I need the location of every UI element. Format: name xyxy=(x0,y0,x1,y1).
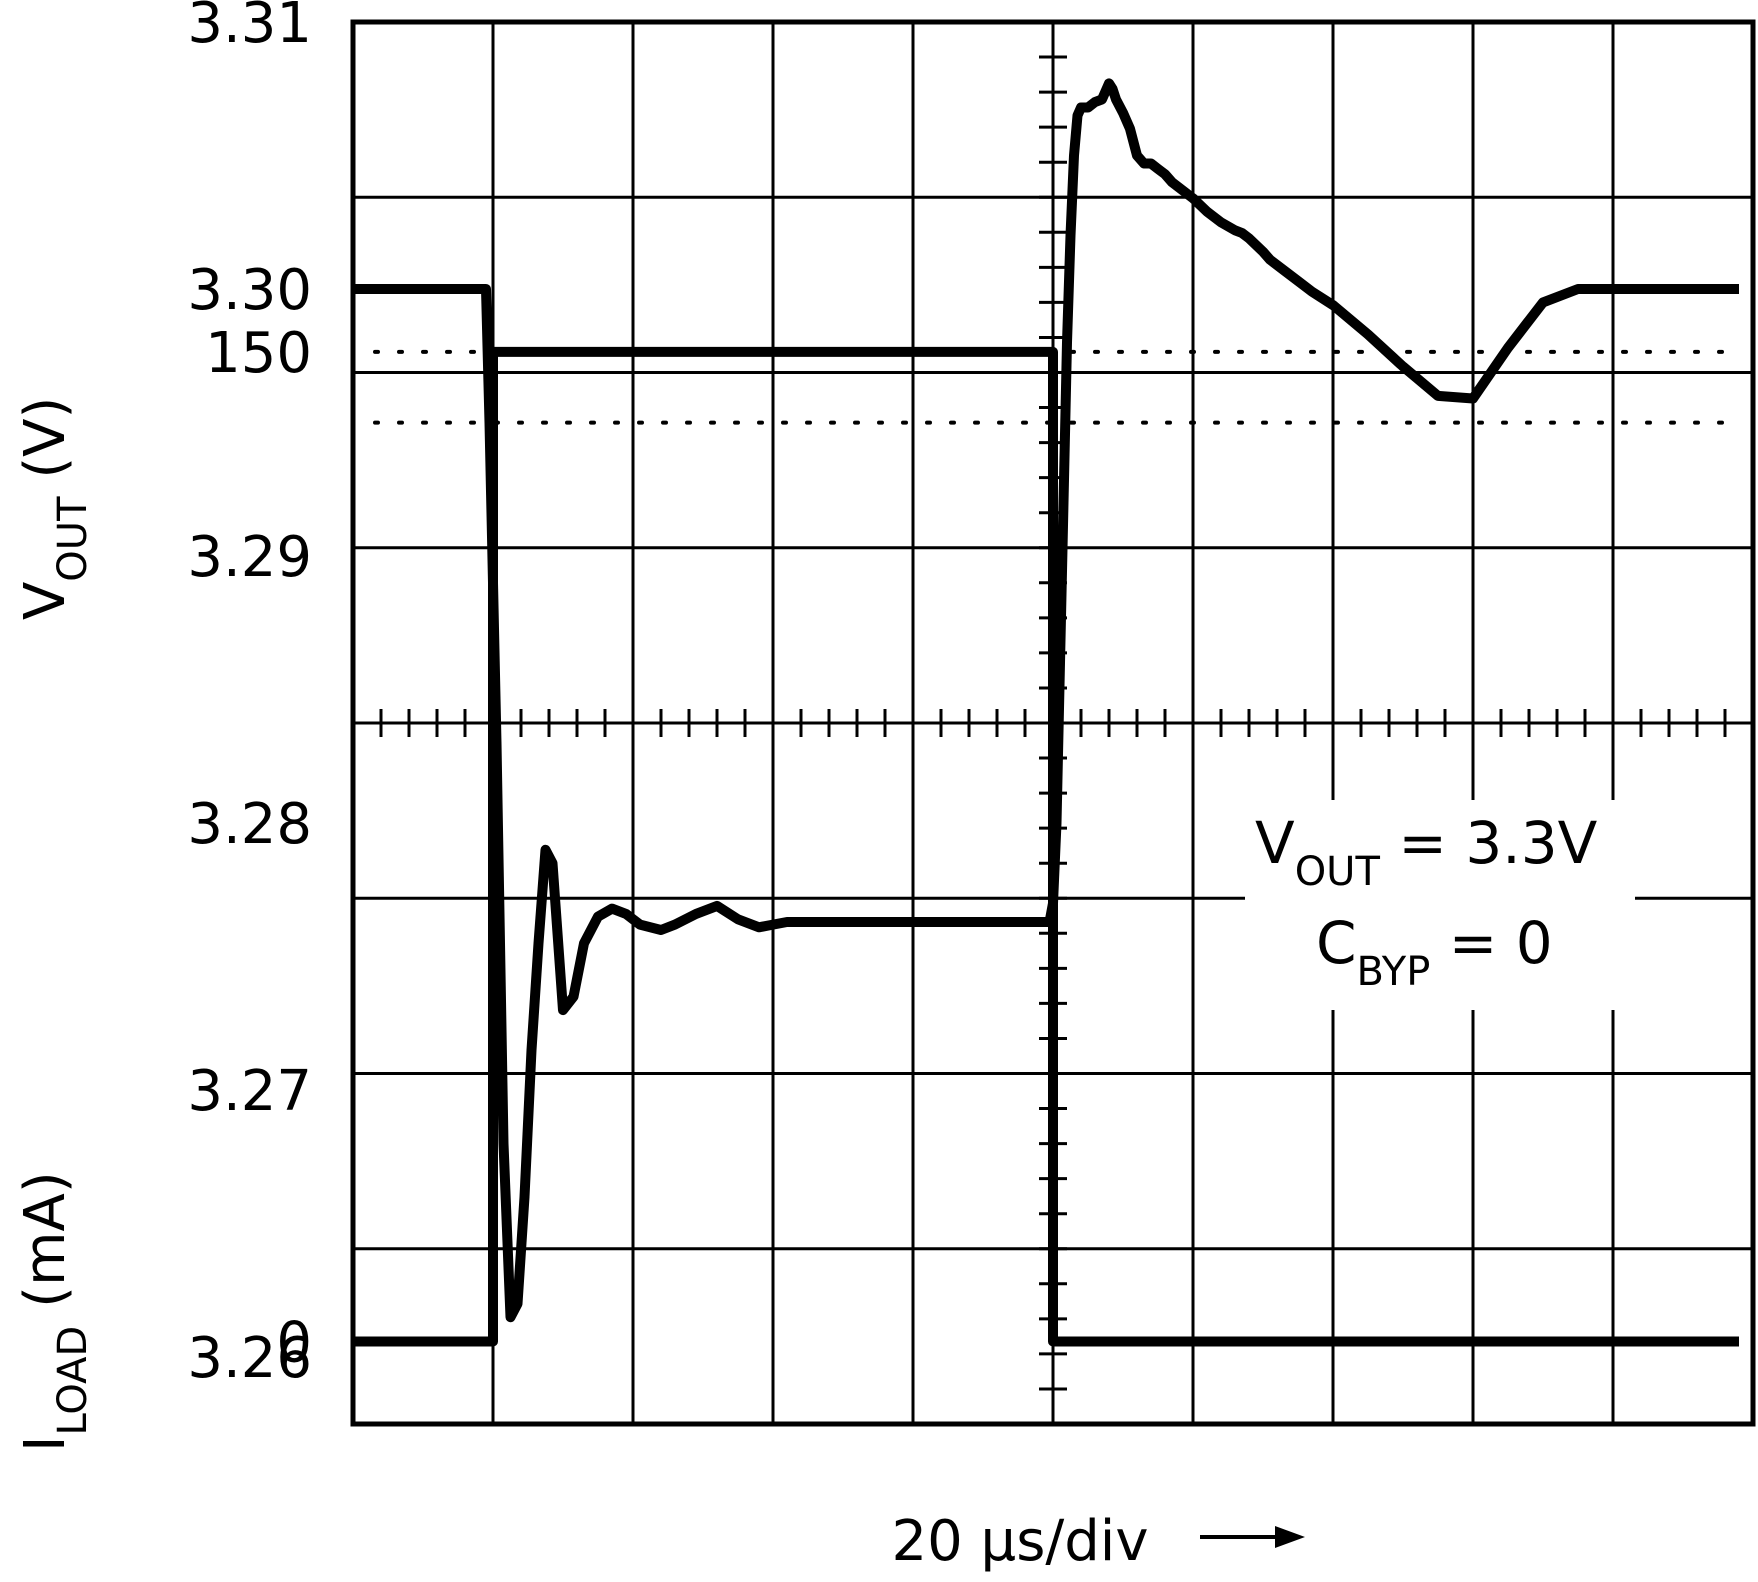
vout-axis-title: VOUT (V) xyxy=(13,397,96,620)
x-axis-arrow-icon xyxy=(1200,1526,1305,1548)
vout-tick-label: 3.26 xyxy=(187,1326,312,1391)
iload-tick-label: 150 xyxy=(205,321,312,386)
vout-tick-label: 3.31 xyxy=(187,0,312,56)
vout-tick-label: 3.27 xyxy=(187,1059,312,1124)
plot-frame xyxy=(350,19,1756,1427)
annotation-vout: VOUT = 3.3V xyxy=(1255,809,1598,895)
iload-trace xyxy=(353,346,1739,1347)
iload-tick-label: 0 xyxy=(276,1311,312,1376)
vout-trace xyxy=(353,78,1739,1323)
series xyxy=(353,78,1739,1347)
annotation-cbyp: CBYP = 0 xyxy=(1316,909,1553,995)
vout-tick-label: 3.28 xyxy=(187,792,312,857)
iload-axis-title: ILOAD (mA) xyxy=(13,1171,96,1452)
x-axis-label: 20 μs/div xyxy=(892,1509,1149,1574)
vout-tick-label: 3.30 xyxy=(187,258,312,323)
vout-tick-label: 3.29 xyxy=(187,525,312,590)
tick-labels: 3.31 3.30 3.29 3.28 3.27 3.26 150 0 xyxy=(187,0,312,1391)
annotation-box: VOUT = 3.3V CBYP = 0 xyxy=(1245,800,1635,1010)
